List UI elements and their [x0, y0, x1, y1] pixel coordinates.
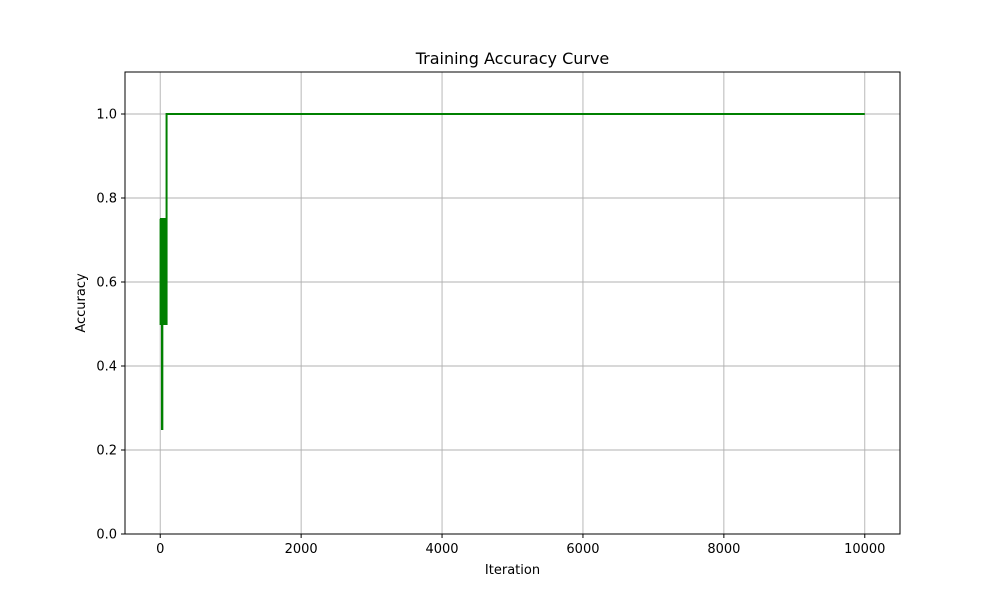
- y-tick-label: 0.4: [96, 360, 117, 375]
- x-tick-label: 6000: [566, 542, 599, 557]
- x-tick-label: 10000: [844, 542, 885, 557]
- x-tick-label: 2000: [285, 542, 318, 557]
- y-tick-label: 0.0: [96, 528, 117, 543]
- x-tick-label: 8000: [707, 542, 740, 557]
- x-axis-label: Iteration: [485, 563, 540, 578]
- x-tick-label: 4000: [425, 542, 458, 557]
- y-tick-label: 0.8: [96, 192, 117, 207]
- grid-layer: [125, 72, 900, 535]
- y-tick-label: 0.6: [96, 276, 117, 291]
- y-tick-label: 1.0: [96, 108, 117, 123]
- y-tick-label: 0.2: [96, 444, 117, 459]
- series-layer: [159, 113, 865, 430]
- x-tick-label: 0: [156, 542, 164, 557]
- chart-title: Training Accuracy Curve: [415, 49, 610, 68]
- y-axis-label: Accuracy: [74, 273, 89, 333]
- accuracy-series-line: [159, 113, 865, 430]
- ticks-layer: 0 2000 4000 6000 8000 10000 0.0 0.2 0.4 0.6 0.8 1.0: [96, 108, 885, 558]
- plot-frame: [124, 71, 901, 535]
